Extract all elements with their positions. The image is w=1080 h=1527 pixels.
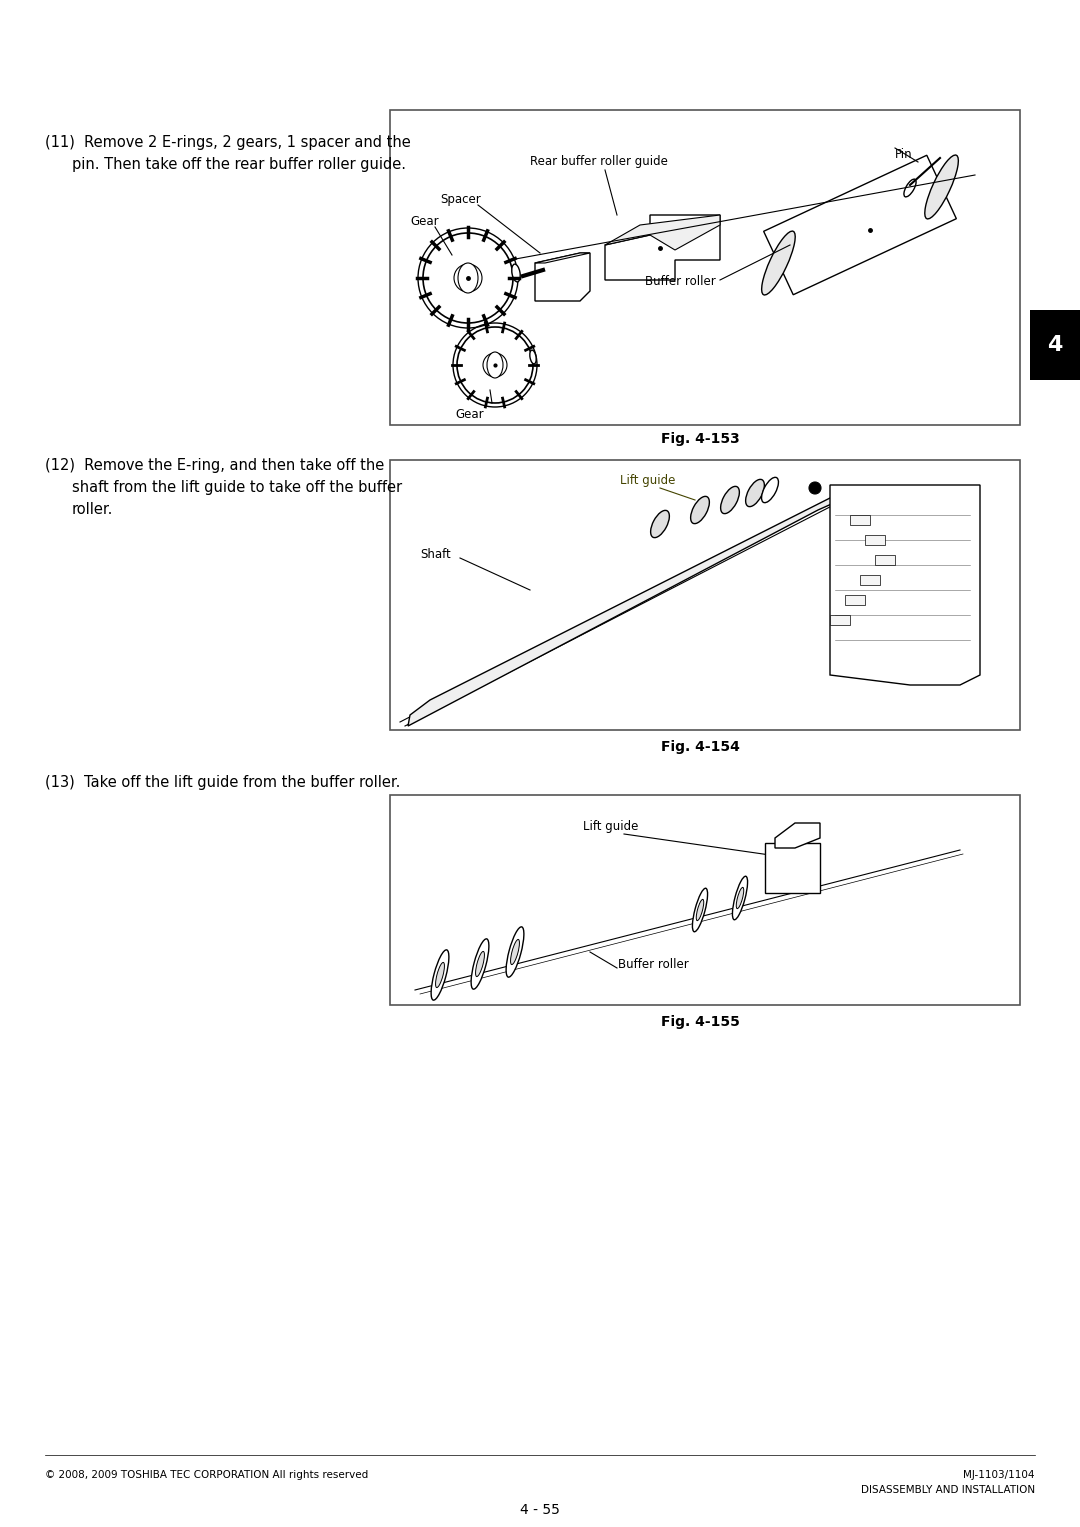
- Ellipse shape: [458, 263, 478, 293]
- Text: Buffer roller: Buffer roller: [618, 957, 689, 971]
- Ellipse shape: [692, 889, 707, 931]
- FancyBboxPatch shape: [860, 576, 880, 585]
- Ellipse shape: [690, 496, 710, 524]
- Circle shape: [809, 483, 821, 495]
- Ellipse shape: [431, 950, 449, 1000]
- FancyBboxPatch shape: [1030, 310, 1080, 380]
- Text: Lift guide: Lift guide: [620, 473, 675, 487]
- Ellipse shape: [732, 876, 747, 919]
- Circle shape: [454, 264, 482, 292]
- Ellipse shape: [487, 353, 503, 379]
- FancyBboxPatch shape: [831, 615, 850, 625]
- Text: roller.: roller.: [72, 502, 113, 518]
- Text: Buffer roller: Buffer roller: [645, 275, 716, 289]
- Polygon shape: [775, 823, 820, 847]
- Text: shaft from the lift guide to take off the buffer: shaft from the lift guide to take off th…: [72, 479, 402, 495]
- Text: Rear buffer roller guide: Rear buffer roller guide: [530, 156, 667, 168]
- Text: 4 - 55: 4 - 55: [521, 1503, 559, 1516]
- Text: Shaft: Shaft: [420, 548, 450, 560]
- Text: MJ-1103/1104: MJ-1103/1104: [963, 1471, 1035, 1480]
- Ellipse shape: [507, 927, 524, 977]
- Polygon shape: [408, 498, 845, 725]
- Ellipse shape: [697, 899, 704, 921]
- FancyBboxPatch shape: [865, 534, 885, 545]
- FancyBboxPatch shape: [390, 110, 1020, 425]
- Ellipse shape: [511, 939, 519, 965]
- Text: Fig. 4-153: Fig. 4-153: [661, 432, 740, 446]
- Polygon shape: [535, 253, 590, 263]
- Text: pin. Then take off the rear buffer roller guide.: pin. Then take off the rear buffer rolle…: [72, 157, 406, 173]
- Ellipse shape: [745, 479, 765, 507]
- Polygon shape: [831, 486, 980, 686]
- Text: 4: 4: [1048, 334, 1063, 354]
- FancyBboxPatch shape: [765, 843, 820, 893]
- Ellipse shape: [924, 156, 958, 218]
- Text: (12)  Remove the E-ring, and then take off the: (12) Remove the E-ring, and then take of…: [45, 458, 384, 473]
- Ellipse shape: [530, 350, 536, 363]
- Circle shape: [457, 327, 534, 403]
- Text: Fig. 4-155: Fig. 4-155: [661, 1015, 740, 1029]
- Circle shape: [483, 353, 507, 377]
- Text: Fig. 4-154: Fig. 4-154: [661, 741, 740, 754]
- Text: (13)  Take off the lift guide from the buffer roller.: (13) Take off the lift guide from the bu…: [45, 776, 401, 789]
- Polygon shape: [535, 253, 590, 301]
- Polygon shape: [605, 215, 720, 279]
- Ellipse shape: [471, 939, 489, 989]
- Text: Lift guide: Lift guide: [583, 820, 638, 834]
- Polygon shape: [764, 156, 957, 295]
- Text: Spacer: Spacer: [440, 192, 481, 206]
- Ellipse shape: [737, 887, 744, 909]
- FancyBboxPatch shape: [845, 596, 865, 605]
- Ellipse shape: [650, 510, 670, 538]
- Polygon shape: [605, 215, 720, 250]
- Ellipse shape: [761, 231, 795, 295]
- Circle shape: [423, 234, 513, 324]
- FancyBboxPatch shape: [850, 515, 870, 525]
- Text: © 2008, 2009 TOSHIBA TEC CORPORATION All rights reserved: © 2008, 2009 TOSHIBA TEC CORPORATION All…: [45, 1471, 368, 1480]
- Ellipse shape: [720, 487, 740, 513]
- Text: DISASSEMBLY AND INSTALLATION: DISASSEMBLY AND INSTALLATION: [861, 1484, 1035, 1495]
- FancyBboxPatch shape: [390, 796, 1020, 1005]
- FancyBboxPatch shape: [875, 554, 895, 565]
- Text: (11)  Remove 2 E-rings, 2 gears, 1 spacer and the: (11) Remove 2 E-rings, 2 gears, 1 spacer…: [45, 134, 410, 150]
- Text: Pin: Pin: [895, 148, 913, 160]
- Text: Gear: Gear: [456, 408, 484, 421]
- Ellipse shape: [904, 179, 916, 197]
- FancyBboxPatch shape: [390, 460, 1020, 730]
- Ellipse shape: [761, 478, 779, 502]
- Text: Gear: Gear: [410, 215, 438, 228]
- Ellipse shape: [512, 264, 521, 282]
- Ellipse shape: [475, 951, 485, 977]
- Ellipse shape: [435, 962, 445, 988]
